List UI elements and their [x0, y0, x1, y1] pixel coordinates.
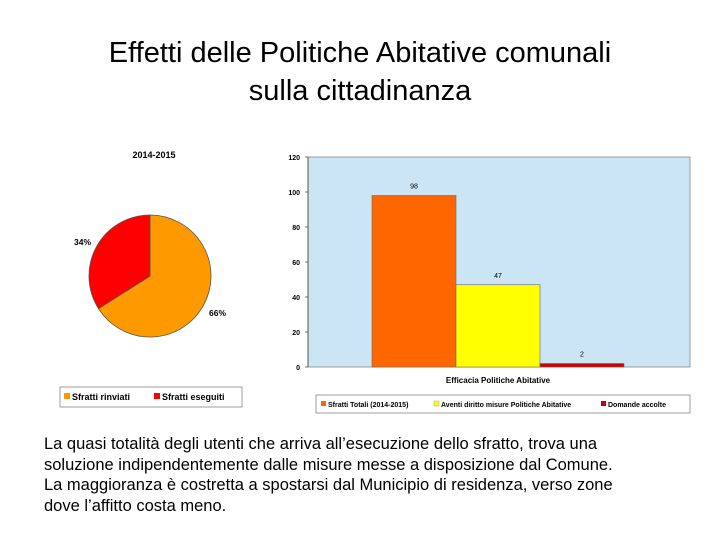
- legend-swatch-aventi-diritto: [433, 400, 440, 407]
- legend-swatch-domande-accolte: [601, 401, 606, 406]
- bar-chart-svg: 0 20 40 60 80 100 120 98 47 2 Efficacia Politich…: [288, 155, 691, 414]
- caption-line-1: La quasi totalità degli utenti che arriv…: [44, 435, 598, 453]
- y-tick-label: 0: [296, 365, 300, 372]
- legend-label-aventi-diritto: Aventi diritto misure Politiche Abitativ…: [441, 402, 571, 409]
- pie-chart: 2014-2015 66% 34% Sfratti rinviati Sfrat…: [58, 143, 246, 410]
- y-tick-label: 120: [288, 155, 300, 162]
- legend-label-eseguiti: Sfratti eseguiti: [162, 392, 225, 402]
- legend-swatch-rinviati: [64, 393, 70, 399]
- y-tick-label: 100: [288, 190, 300, 197]
- pie-slice-rinviati: [97, 214, 212, 338]
- bar-value-label: 98: [410, 184, 418, 191]
- slide-title-line-1: Effetti delle Politiche Abitative comuna…: [108, 37, 612, 69]
- bar-legend: Sfratti Totali (2014-2015) Aventi diritt…: [315, 394, 691, 414]
- slide-title: Effetti delle Politiche Abitative comuna…: [20, 34, 700, 110]
- pie-slice-eseguiti: [88, 214, 151, 310]
- legend-swatch-sfratti-totali: [321, 401, 326, 406]
- bar-aventi-diritto: [455, 284, 541, 368]
- y-tick-label: 20: [292, 330, 300, 337]
- pie-legend: Sfratti rinviati Sfratti eseguiti: [59, 386, 243, 408]
- y-tick-label: 80: [292, 225, 300, 232]
- caption-line-3: La maggioranza è costretta a spostarsi d…: [44, 476, 613, 494]
- pie-chart-svg: 2014-2015 66% 34% Sfratti rinviati Sfrat…: [59, 150, 243, 408]
- pie-slice-label-rinviati: 66%: [209, 308, 226, 318]
- bar-sfratti-totali: [371, 195, 457, 368]
- x-axis-label: Efficacia Politiche Abitative: [446, 376, 551, 385]
- bar-value-label: 47: [494, 273, 502, 280]
- y-tick-label: 40: [292, 295, 300, 302]
- y-tick-label: 60: [292, 260, 300, 267]
- bar-value-label: 2: [580, 352, 584, 359]
- bar-chart: 0 20 40 60 80 100 120 98 47 2 Efficacia Politich…: [266, 143, 696, 418]
- legend-swatch-eseguiti: [154, 393, 160, 399]
- bar-domande-accolte: [539, 363, 625, 368]
- legend-label-sfratti-totali: Sfratti Totali (2014-2015): [328, 402, 408, 409]
- slide-title-line-2: sulla cittadinanza: [248, 75, 472, 107]
- legend-label-rinviati: Sfratti rinviati: [72, 392, 130, 402]
- pie-chart-title: 2014-2015: [132, 150, 175, 160]
- caption-line-2: soluzione indipendentemente dalle misure…: [44, 455, 613, 474]
- legend-label-domande-accolte: Domande accolte: [608, 402, 666, 409]
- caption-line-4: dove l’affitto costa meno.: [44, 496, 227, 515]
- pie-slice-label-eseguiti: 34%: [74, 237, 91, 247]
- caption-text: La quasi totalità degli utenti che arriv…: [44, 434, 684, 516]
